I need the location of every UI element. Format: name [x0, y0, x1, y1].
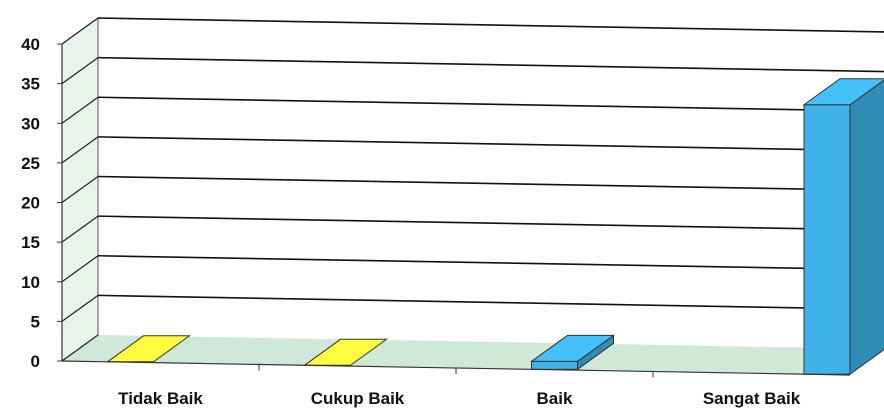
y-tick-label: 40	[21, 35, 40, 54]
x-tick-label: Tidak Baik	[118, 389, 203, 408]
gridline-side-30	[61, 96, 99, 124]
y-tick-label: 20	[21, 194, 40, 213]
y-tick-label: 30	[21, 114, 40, 133]
gridlines	[61, 17, 884, 362]
gridline-15	[97, 215, 884, 231]
bar-baik	[529, 334, 616, 371]
floor	[62, 335, 884, 375]
gridline-35	[97, 56, 884, 73]
chart-walls	[61, 17, 884, 375]
gridline-25	[97, 136, 884, 152]
gridline-side-10	[61, 255, 99, 283]
y-tick-label: 15	[21, 233, 40, 252]
x-tick-label: Cukup Baik	[311, 389, 405, 408]
y-tick-label: 25	[21, 154, 40, 173]
bar-front	[531, 360, 578, 370]
gridline-side-25	[61, 136, 99, 164]
x-tick-label: Sangat Baik	[703, 389, 801, 408]
gridline-30	[97, 96, 884, 113]
gridline-side-0	[61, 334, 99, 362]
gridline-side-40	[61, 17, 99, 45]
x-tick-label: Baik	[537, 389, 573, 408]
gridline-side-20	[61, 176, 99, 203]
bar-top	[529, 334, 616, 362]
bar-side	[849, 79, 884, 376]
bar-sangat-baik	[802, 78, 884, 376]
y-tick-label: 5	[31, 312, 40, 331]
y-axis: 0 5 10 15 20 25 30 35 40	[21, 35, 63, 371]
bars	[105, 78, 884, 376]
gridline-20	[97, 175, 884, 192]
y-tick-label: 35	[21, 75, 40, 94]
y-tick-label: 10	[21, 273, 40, 292]
gridline-side-35	[61, 57, 99, 85]
gridline-side-5	[61, 294, 99, 322]
bar-front	[803, 104, 851, 375]
gridline-side-15	[61, 215, 99, 243]
gridline-10	[97, 254, 884, 271]
gridline-5	[97, 294, 884, 311]
gridline-40	[97, 17, 884, 33]
x-axis: Tidak Baik Cukup Baik Baik Sangat Baik	[61, 360, 851, 408]
bar-top	[802, 78, 884, 106]
y-tick-label: 0	[31, 352, 40, 371]
